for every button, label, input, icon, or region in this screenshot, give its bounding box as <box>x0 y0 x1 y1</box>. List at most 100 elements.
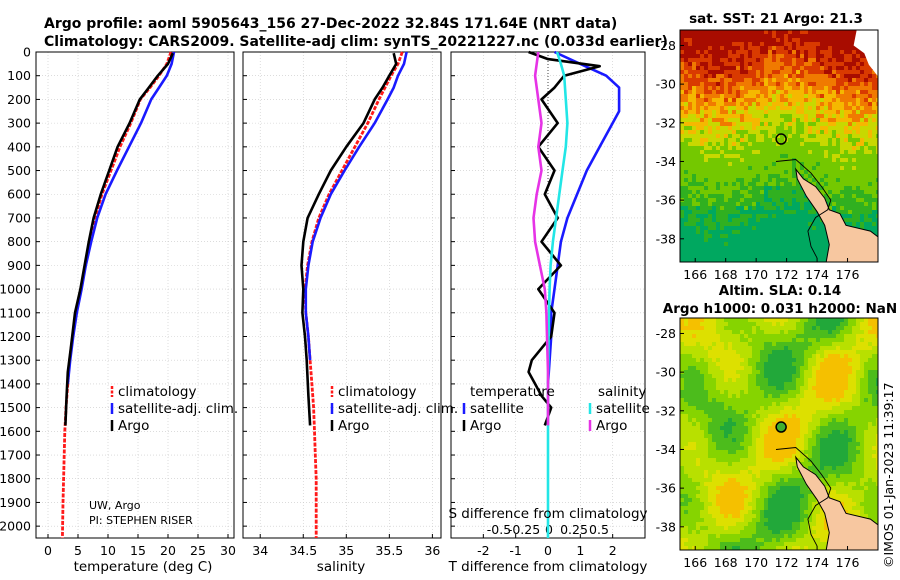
map-cell <box>692 222 696 226</box>
map-cell <box>788 118 792 122</box>
map-cell <box>788 422 792 426</box>
map-cell <box>792 402 796 406</box>
map-cell <box>744 158 748 162</box>
map-cell <box>840 50 844 54</box>
map-cell <box>680 234 684 238</box>
map-cell <box>760 98 764 102</box>
map-cell <box>716 66 720 70</box>
map-cell <box>816 330 820 334</box>
map-cell <box>700 90 704 94</box>
map-cell <box>820 106 824 110</box>
map-cell <box>808 366 812 370</box>
map-cell <box>764 222 768 226</box>
map-cell <box>820 350 824 354</box>
map-cell <box>708 46 712 50</box>
map-cell <box>844 154 848 158</box>
map-cell <box>872 206 876 210</box>
map-cell <box>684 410 688 414</box>
map-cell <box>800 350 804 354</box>
map-cell <box>772 170 776 174</box>
map-cell <box>868 130 872 134</box>
map-cell <box>768 438 772 442</box>
map-cell <box>768 422 772 426</box>
map-cell <box>740 350 744 354</box>
map-cell <box>760 186 764 190</box>
map-cell <box>788 234 792 238</box>
map-cell <box>752 114 756 118</box>
map-cell <box>844 430 848 434</box>
map-cell <box>708 58 712 62</box>
map-cell <box>688 86 692 90</box>
map-cell <box>772 34 776 38</box>
map-cell <box>848 202 852 206</box>
map-cell <box>728 238 732 242</box>
map-cell <box>680 434 684 438</box>
map-cell <box>740 130 744 134</box>
map-cell <box>680 214 684 218</box>
map-cell <box>800 326 804 330</box>
map-cell <box>756 446 760 450</box>
map-cell <box>860 390 864 394</box>
map-cell <box>776 158 780 162</box>
map-cell <box>704 378 708 382</box>
map-cell <box>680 62 684 66</box>
map-cell <box>776 362 780 366</box>
map-cell <box>756 170 760 174</box>
map-cell <box>720 406 724 410</box>
map-cell <box>856 434 860 438</box>
map-cell <box>772 174 776 178</box>
map-cell <box>824 362 828 366</box>
map-cell <box>804 206 808 210</box>
map-cell <box>808 346 812 350</box>
map-cell <box>796 382 800 386</box>
map-cell <box>828 58 832 62</box>
map-cell <box>836 178 840 182</box>
map-cell <box>708 170 712 174</box>
map-cell <box>688 450 692 454</box>
map-cell <box>824 154 828 158</box>
map-cell <box>832 434 836 438</box>
map-cell <box>700 134 704 138</box>
map-cell <box>704 238 708 242</box>
map-cell <box>832 354 836 358</box>
map-cell <box>820 394 824 398</box>
map-cell <box>680 342 684 346</box>
map-cell <box>796 206 800 210</box>
map-cell <box>760 86 764 90</box>
map-cell <box>692 402 696 406</box>
map-cell <box>708 442 712 446</box>
map-cell <box>812 34 816 38</box>
map-cell <box>704 430 708 434</box>
map-cell <box>804 438 808 442</box>
map-cell <box>680 98 684 102</box>
map-cell <box>736 162 740 166</box>
map-cell <box>740 258 744 262</box>
map-cell <box>700 166 704 170</box>
map-cell <box>732 358 736 362</box>
map-cell <box>856 166 860 170</box>
map-cell <box>784 206 788 210</box>
map-cell <box>712 378 716 382</box>
map-cell <box>876 118 878 122</box>
map-cell <box>784 114 788 118</box>
map-cell <box>748 374 752 378</box>
map-cell <box>724 38 728 42</box>
map-cell <box>824 66 828 70</box>
map-cell <box>764 198 768 202</box>
map-cell <box>868 446 872 450</box>
map-cell <box>804 354 808 358</box>
map-cell <box>680 418 684 422</box>
map-cell <box>732 66 736 70</box>
map-cell <box>716 458 720 462</box>
map-cell <box>760 234 764 238</box>
map-cell <box>740 358 744 362</box>
map-cell <box>832 46 836 50</box>
map-cell <box>776 398 780 402</box>
map-cell <box>860 318 864 322</box>
map-cell <box>828 326 832 330</box>
map-cell <box>860 402 864 406</box>
map-cell <box>748 222 752 226</box>
map-cell <box>864 150 868 154</box>
map-cell <box>700 454 704 458</box>
map-cell <box>868 66 872 70</box>
